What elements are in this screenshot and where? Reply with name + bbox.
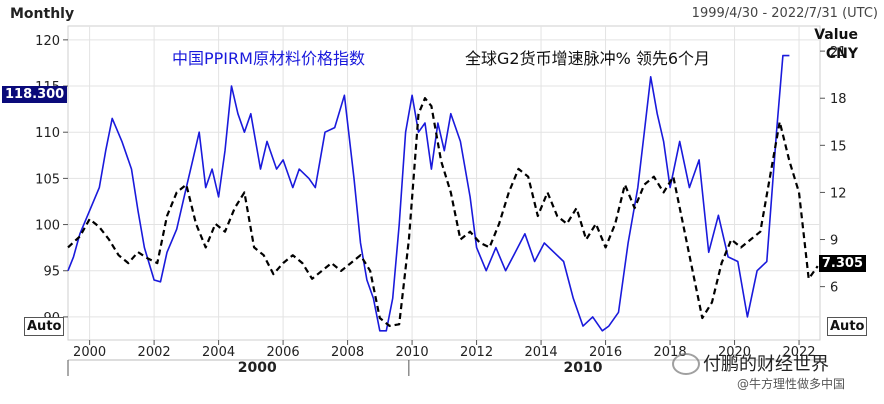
right-axis-title-value: Value (814, 27, 858, 43)
series (67, 54, 819, 332)
wechat-icon (672, 353, 700, 375)
y-right-tick-label: 21 (830, 45, 847, 60)
y-left-tick-label: 110 (35, 126, 60, 141)
g2-value-tag: 7.305 (818, 255, 866, 272)
g2-pulse-line (67, 97, 819, 327)
axes: 2000 2002 2004 2006 2008 2010 2012 2014 2016 2018… (35, 34, 847, 376)
x-tick-label: 2016 (589, 345, 622, 360)
x-tick-label: 2014 (525, 345, 558, 360)
ppirm-value-tag: 118.300 (2, 86, 68, 103)
x-tick-label: 2008 (331, 345, 364, 360)
y-left-tick-label: 95 (43, 265, 60, 280)
x-tick-label: 2020 (718, 345, 751, 360)
right-axis-title-currency: CNY (825, 46, 858, 62)
y-left-tick-label: 120 (35, 34, 60, 49)
watermark-handle: @牛方理性做多中国 (737, 377, 846, 391)
x-tick-label: 2012 (460, 345, 493, 360)
y-left-tick-label: 100 (35, 219, 60, 234)
x-decade-label: 2010 (564, 360, 603, 376)
grid (68, 26, 820, 340)
g2-series-label: 全球G2货币增速脉冲% 领先6个月 (465, 49, 711, 68)
y-left-tick-label: 105 (35, 172, 60, 187)
x-tick-label: 2002 (138, 345, 171, 360)
x-tick-label: 2022 (782, 345, 815, 360)
y-right-tick-label: 6 (830, 281, 838, 296)
y-right-tick-label: 9 (830, 234, 838, 249)
y-right-tick-label: 12 (830, 186, 847, 201)
x-decade-label: 2000 (238, 360, 277, 376)
ppirm-series-label: 中国PPIRM原材料价格指数 (172, 49, 365, 68)
x-tick-label: 2006 (267, 345, 300, 360)
x-tick-label: 2004 (202, 345, 235, 360)
left-axis-auto-button[interactable]: Auto (24, 317, 65, 336)
x-tick-label: 2010 (396, 345, 429, 360)
frequency-label[interactable]: Monthly (10, 6, 75, 22)
y-right-tick-label: 15 (830, 139, 847, 154)
plot-area (67, 25, 821, 341)
watermark-author: 付鹏的财经世界 (703, 354, 829, 375)
right-axis-auto-button[interactable]: Auto (827, 317, 868, 336)
y-right-tick-label: 18 (830, 92, 847, 107)
x-tick-label: 2000 (73, 345, 106, 360)
date-range: 1999/4/30 - 2022/7/31 (UTC) (691, 6, 878, 21)
